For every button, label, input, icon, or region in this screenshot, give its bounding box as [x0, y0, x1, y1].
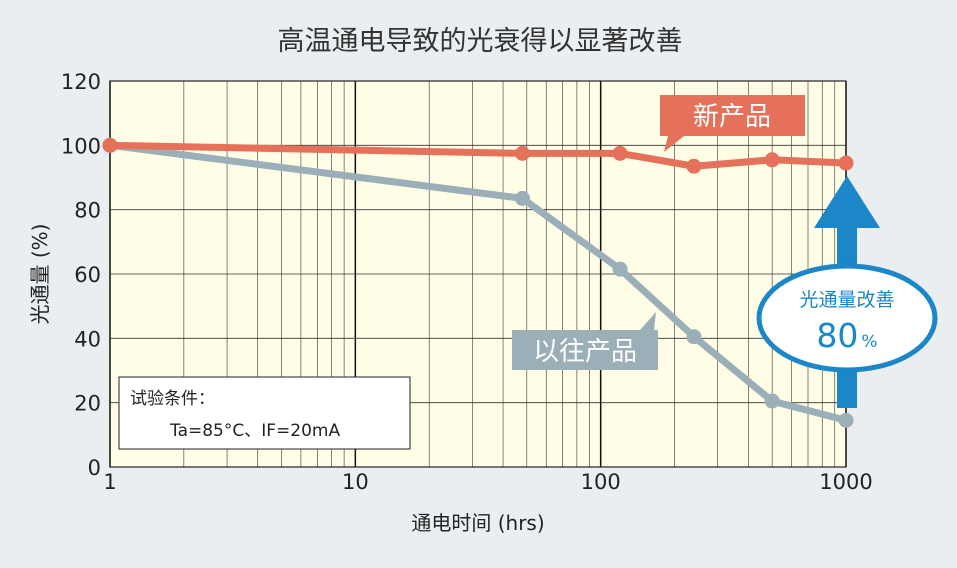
legend-previous-product-pointer: [640, 312, 656, 330]
x-tick-label: 100: [581, 470, 621, 494]
data-point: [514, 145, 530, 161]
data-point: [686, 329, 702, 345]
arrow-up-icon: [814, 176, 880, 228]
x-tick-label: 1: [103, 470, 116, 494]
data-point: [764, 393, 780, 409]
legend-new-product-box: [660, 95, 805, 136]
y-tick-labels: 0 20 40 60 80 100 120: [61, 70, 101, 480]
y-tick-label: 60: [74, 263, 101, 287]
improvement-arrow: 光通量改善 80%: [756, 176, 938, 408]
y-tick-label: 20: [74, 392, 101, 416]
improvement-value-number: 80: [816, 316, 858, 355]
series-line-1: [106, 141, 850, 424]
x-tick-label: 1000: [819, 470, 872, 494]
legend-previous-product-box: [512, 330, 658, 370]
data-point: [686, 158, 702, 174]
x-tick-labels: 1 10 100 1000: [103, 470, 872, 494]
test-conditions-text: Ta=85°C、IF=20mA: [169, 421, 340, 441]
legend-new-product-label: 新产品: [693, 102, 771, 132]
data-point: [838, 412, 854, 428]
y-tick-label: 120: [61, 70, 101, 94]
improvement-label: 光通量改善: [799, 289, 894, 311]
chart-title: 高温通电导致的光衰得以显著改善: [278, 26, 683, 57]
test-conditions-frame: [118, 376, 411, 450]
y-tick-label: 80: [74, 199, 101, 223]
data-point: [612, 145, 628, 161]
series-layer: [102, 137, 854, 428]
test-conditions-box: 试验条件： Ta=85°C、IF=20mA: [118, 376, 411, 450]
legend-new-product-pointer: [664, 136, 684, 152]
improvement-value-unit: %: [861, 332, 877, 352]
legend-new-product: 新产品: [660, 95, 805, 152]
x-tick-label: 10: [342, 470, 369, 494]
data-point: [102, 137, 118, 153]
data-point: [838, 155, 854, 171]
legend-previous-product: 以往产品: [512, 312, 658, 370]
y-axis-label: 光通量 (%): [28, 224, 52, 325]
y-tick-label: 0: [88, 456, 101, 480]
test-conditions-title: 试验条件：: [130, 389, 215, 409]
data-point: [514, 190, 530, 206]
improvement-badge: [756, 263, 938, 373]
x-axis-label: 通电时间 (hrs): [411, 511, 544, 535]
data-point: [612, 261, 628, 277]
y-tick-label: 40: [74, 327, 101, 351]
improvement-value: 80%: [816, 316, 877, 355]
y-tick-label: 100: [61, 134, 101, 158]
series-line-0: [106, 141, 850, 170]
data-point: [764, 152, 780, 168]
legend-previous-product-label: 以往产品: [533, 337, 637, 367]
